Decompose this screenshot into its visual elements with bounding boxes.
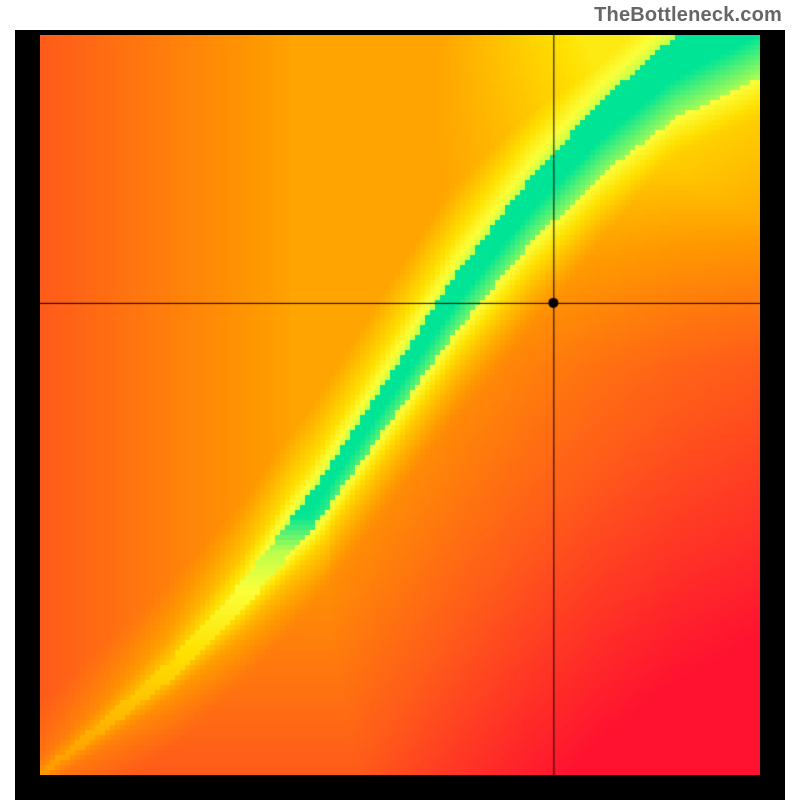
viewport: TheBottleneck.com [0,0,800,800]
watermark-text: TheBottleneck.com [594,4,782,27]
chart-frame [15,30,785,800]
heatmap-canvas [40,35,760,775]
heatmap-plot [40,35,760,775]
